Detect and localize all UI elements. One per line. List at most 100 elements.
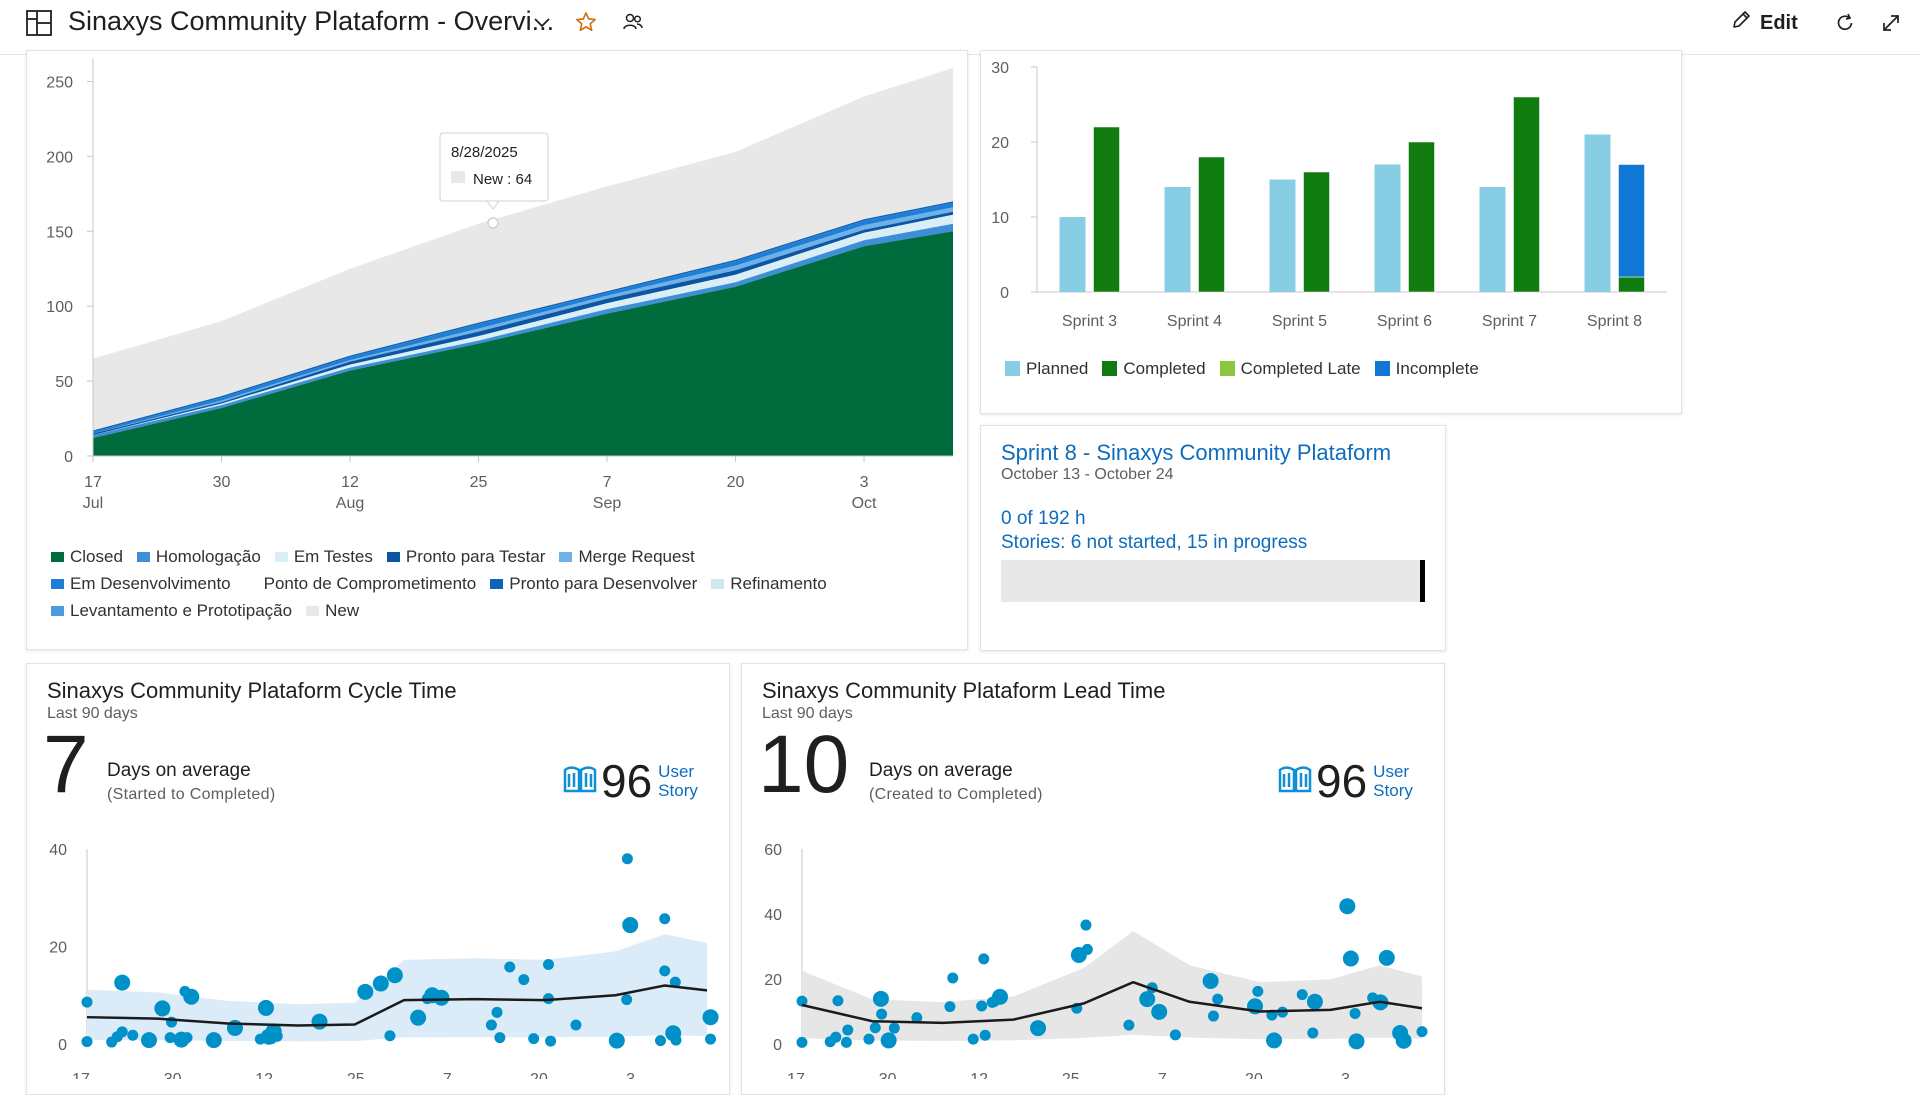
cycle-time-period: Last 90 days — [47, 705, 138, 722]
data-point — [608, 1032, 625, 1049]
cumulative-flow-chart: 0 50 100 150 200 250 17 Jul 30 12 Aug 25 7 Sep 20 3 Oct 8… — [46, 59, 953, 512]
y-tick-label: 0 — [1000, 285, 1009, 302]
dashboard-icon[interactable] — [26, 10, 52, 41]
standard-deviation-band — [87, 934, 707, 1042]
data-point — [433, 989, 450, 1006]
legend-item[interactable]: New — [306, 601, 359, 621]
category-label: Sprint 5 — [1272, 313, 1327, 330]
x-tick-month-label: Oct — [852, 495, 877, 512]
planned-bar — [1584, 134, 1611, 292]
lead-time-work-item-type[interactable]: User Story — [1373, 762, 1413, 800]
data-point — [518, 974, 530, 986]
data-point — [257, 999, 274, 1016]
x-tick-label: 25 — [470, 474, 488, 491]
lead-time-chart: 0 20 40 60 17 30 12 25 7 20 3 — [764, 842, 1428, 1079]
legend-item[interactable]: Refinamento — [711, 573, 827, 594]
legend-label: Em Desenvolvimento — [70, 573, 231, 593]
legend-row: Em Desenvolvimento Ponto de Comprometimen… — [51, 570, 827, 597]
legend-swatch — [1005, 361, 1020, 376]
data-point — [271, 1030, 283, 1042]
legend-label: Incomplete — [1395, 358, 1479, 378]
x-tick-label: 30 — [879, 1071, 897, 1079]
book-icon — [563, 764, 597, 799]
edit-label: Edit — [1760, 11, 1798, 34]
data-point — [164, 1032, 176, 1044]
x-tick-label: 7 — [443, 1071, 452, 1079]
area-homologa-o — [93, 223, 953, 439]
data-point — [154, 1000, 171, 1017]
legend-item[interactable]: Em Desenvolvimento — [51, 574, 231, 594]
completed-bar — [1093, 126, 1120, 293]
lead-time-desc: Days on average — [869, 760, 1013, 781]
data-point — [1342, 950, 1359, 967]
data-point — [1296, 989, 1308, 1001]
x-tick-label: 12 — [341, 474, 359, 491]
expand-icon[interactable] — [1880, 12, 1902, 39]
legend-swatch — [1374, 361, 1390, 376]
cycle-time-desc-detail: (Started to Completed) — [107, 786, 276, 803]
data-point — [1212, 993, 1224, 1005]
planned-bar — [1269, 179, 1296, 292]
legend-item[interactable]: Ponto de Comprometimento — [244, 574, 476, 594]
legend-item[interactable]: Pronto para Desenvolver — [490, 574, 697, 594]
data-point — [1307, 1027, 1319, 1039]
data-point — [869, 1022, 881, 1034]
data-point — [81, 996, 93, 1008]
data-point — [311, 1013, 328, 1030]
edit-button[interactable]: Edit — [1730, 8, 1798, 38]
sprint-title-link[interactable]: Sprint 8 - Sinaxys Community Plataform — [1001, 440, 1392, 465]
data-point — [127, 1029, 139, 1041]
y-tick-label: 10 — [991, 210, 1009, 227]
chevron-down-icon[interactable] — [533, 16, 551, 35]
x-tick-month-label: Sep — [593, 495, 622, 512]
refresh-icon[interactable] — [1834, 12, 1856, 39]
data-point — [1416, 1026, 1428, 1038]
legend-item[interactable]: Merge Request — [559, 547, 695, 567]
legend-swatch — [490, 578, 504, 589]
data-point — [494, 1032, 506, 1044]
y-tick-label: 200 — [46, 149, 73, 166]
data-point — [485, 1019, 497, 1031]
sprint-overview-card: Sprint 8 - Sinaxys Community Plataform O… — [980, 425, 1446, 651]
y-tick-label: 40 — [49, 842, 67, 859]
legend-item[interactable]: Closed — [51, 547, 123, 567]
legend-item[interactable]: Planned — [1005, 359, 1088, 379]
y-tick-label: 0 — [58, 1037, 67, 1054]
legend-item[interactable]: Levantamento e Prototipação — [51, 601, 292, 621]
legend-swatch — [136, 551, 150, 562]
legend-swatch — [51, 605, 64, 616]
data-point — [1378, 949, 1395, 966]
legend-swatch — [711, 578, 725, 589]
legend-label: Em Testes — [293, 546, 373, 566]
x-tick-label: 3 — [860, 474, 869, 491]
data-point — [842, 1024, 854, 1036]
legend-label: New — [325, 600, 360, 620]
legend-swatch — [51, 551, 64, 562]
team-icon[interactable] — [622, 12, 644, 37]
cycle-time-work-item-type[interactable]: User Story — [658, 762, 698, 800]
completed-bar — [1618, 276, 1645, 293]
tooltip-pointer — [486, 200, 500, 210]
legend-item[interactable]: Em Testes — [274, 546, 373, 567]
data-point — [830, 1031, 842, 1043]
moving-average-line — [801, 980, 1423, 1025]
data-point — [863, 1033, 875, 1045]
x-tick-label: 17 — [84, 474, 102, 491]
legend-label: Refinamento — [730, 573, 827, 593]
data-point — [796, 1036, 808, 1048]
work-item-type-line2: Story — [658, 781, 698, 800]
legend-item[interactable]: Completed Late — [1219, 359, 1361, 379]
legend-label: Closed — [70, 546, 123, 566]
category-label: Sprint 6 — [1377, 313, 1432, 330]
completed-bar — [1408, 141, 1435, 293]
legend-item[interactable]: Pronto para Testar — [386, 547, 545, 567]
star-icon[interactable] — [575, 11, 597, 38]
legend-item[interactable]: Completed — [1102, 359, 1206, 379]
data-point — [384, 1030, 396, 1042]
pencil-icon — [1730, 9, 1752, 37]
legend-item[interactable]: Homologação — [136, 547, 261, 567]
cycle-time-desc: Days on average — [107, 760, 251, 781]
y-tick-label: 30 — [991, 60, 1009, 77]
moving-average-line — [86, 984, 708, 1027]
legend-item[interactable]: Incomplete — [1374, 358, 1479, 379]
